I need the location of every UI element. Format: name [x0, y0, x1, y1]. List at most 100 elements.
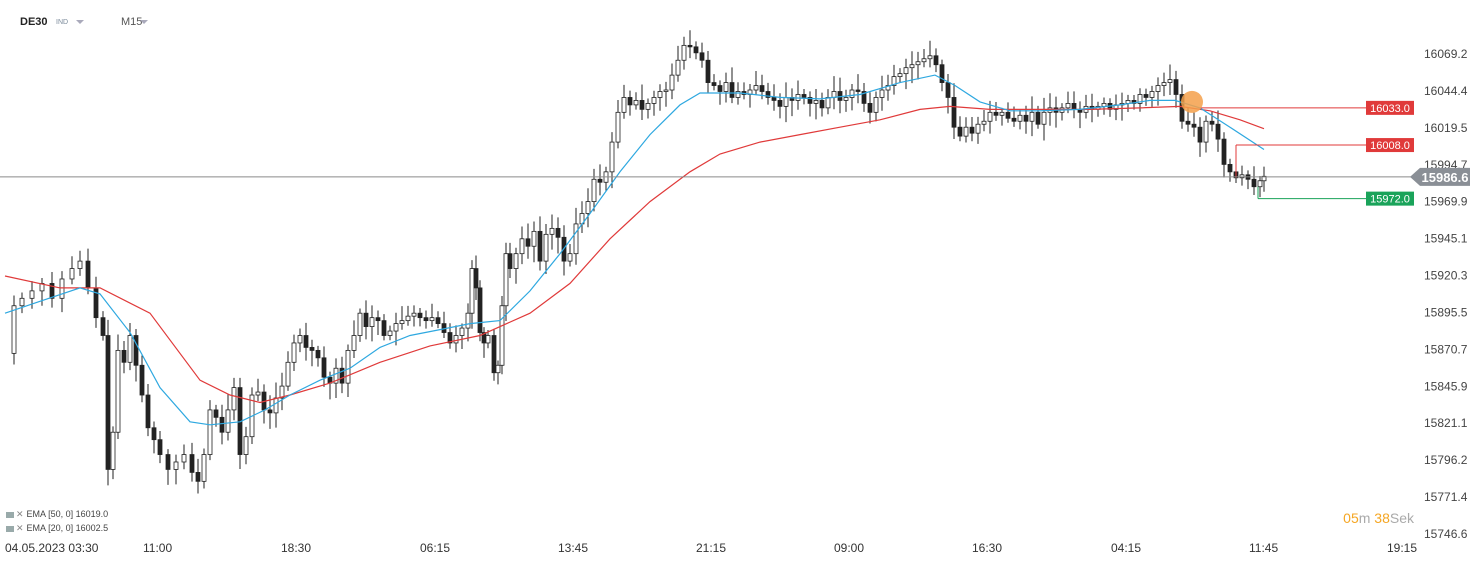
candle-body	[1227, 164, 1233, 173]
candle-body	[993, 111, 999, 116]
candle-body	[1239, 174, 1245, 179]
candle-body	[945, 82, 951, 98]
candle-body	[255, 391, 261, 396]
candle-body	[1029, 111, 1035, 122]
candle-body	[315, 349, 321, 359]
ema-legend-20[interactable]: ✕ EMA [20, 0] 16002.5	[6, 523, 108, 534]
candle-body	[609, 141, 615, 173]
candle-body	[885, 85, 891, 91]
ema20-line	[4, 74, 1265, 426]
ema-legend-50[interactable]: ✕ EMA [50, 0] 16019.0	[6, 509, 108, 520]
x-axis: 04.05.2023 03:30 11:00 18:30 06:15 13:45 21:1…	[5, 541, 1417, 555]
candle-body	[447, 332, 453, 344]
candle-body	[927, 55, 933, 60]
symbol-label[interactable]: DE30	[20, 16, 48, 28]
candle-body	[699, 52, 705, 61]
y-tick-label: 16019.5	[1424, 121, 1468, 135]
candle-body	[621, 97, 627, 113]
y-tick-label: 15969.9	[1424, 195, 1468, 209]
indicator-settings-icon[interactable]	[6, 525, 14, 532]
close-icon[interactable]: ✕	[16, 509, 24, 519]
ema-lines	[4, 74, 1265, 426]
candle-body	[999, 111, 1005, 116]
candle-body	[981, 120, 987, 125]
candle-body	[807, 97, 813, 104]
candle-body	[597, 178, 603, 183]
candle-body	[873, 97, 879, 113]
candle-body	[933, 55, 939, 66]
candle-body	[181, 454, 187, 463]
candle-body	[1071, 102, 1077, 110]
candle-body	[753, 85, 759, 91]
current-price-label: 15986.6	[1422, 170, 1469, 185]
candle-body	[525, 238, 531, 247]
candle-body	[339, 367, 345, 384]
candle-body	[1023, 114, 1029, 122]
candle-body	[69, 268, 75, 280]
candle-body	[85, 260, 91, 289]
candle-body	[1257, 180, 1263, 188]
candle-body	[1101, 102, 1107, 107]
candle-body	[531, 230, 537, 247]
close-icon[interactable]: ✕	[16, 523, 24, 533]
candle-body	[231, 387, 237, 411]
candle-body	[105, 335, 111, 470]
candle-body	[819, 100, 825, 109]
candle-body	[273, 397, 279, 414]
candle-body	[861, 91, 867, 104]
y-tick-label: 16069.2	[1424, 47, 1468, 61]
countdown-seconds: 38	[1374, 510, 1390, 526]
x-tick-label: 13:45	[558, 541, 588, 555]
candle-body	[429, 317, 435, 322]
candle-body	[219, 416, 225, 433]
candle-body	[473, 268, 479, 289]
ema-params: [50, 0]	[48, 509, 74, 519]
candle-body	[915, 61, 921, 66]
candle-body	[375, 317, 381, 322]
price-tag-label: 16033.0	[1370, 103, 1410, 115]
candle-body	[1155, 85, 1161, 92]
candle-body	[173, 461, 179, 470]
candle-body	[213, 409, 219, 418]
candle-body	[1215, 123, 1221, 140]
candle-body	[1005, 111, 1011, 119]
candle-body	[567, 253, 573, 262]
candle-body	[363, 312, 369, 327]
candle-body	[963, 126, 969, 137]
candle-body	[303, 335, 309, 348]
ema50-line	[4, 105, 1265, 404]
candle-body	[1143, 94, 1149, 98]
candle-body	[19, 297, 25, 307]
indicator-settings-icon[interactable]	[6, 511, 14, 518]
timeframe-selector[interactable]: M15	[121, 16, 143, 28]
candle-body	[369, 317, 375, 327]
candle-body	[333, 367, 339, 384]
candle-body	[267, 409, 273, 414]
candle-body	[537, 230, 543, 262]
candle-body	[469, 268, 475, 314]
candle-body	[1251, 178, 1257, 188]
candle-body	[1185, 120, 1191, 125]
timeframe-dropdown-icon[interactable]	[140, 20, 148, 24]
y-tick-label: 15821.1	[1424, 416, 1468, 430]
symbol-dropdown-icon[interactable]	[76, 20, 84, 24]
x-tick-label: 19:15	[1387, 541, 1417, 555]
candle-body	[897, 73, 903, 78]
candle-body	[939, 64, 945, 83]
candle-body	[627, 97, 633, 106]
ema-value: 16002.5	[75, 523, 109, 533]
candle-body	[393, 323, 399, 332]
candle-body	[321, 357, 327, 378]
candle-body	[735, 91, 741, 98]
candle-body	[381, 320, 387, 336]
candle-body	[491, 335, 497, 374]
level-lines	[1200, 107, 1366, 200]
candle-body	[1209, 120, 1215, 125]
candle-body	[831, 91, 837, 98]
candle-body	[1011, 117, 1017, 122]
candle-countdown: 05m 38Sek	[1343, 510, 1414, 526]
candle-body	[1191, 123, 1197, 128]
candle-body	[975, 123, 981, 134]
candle-body	[11, 305, 17, 354]
